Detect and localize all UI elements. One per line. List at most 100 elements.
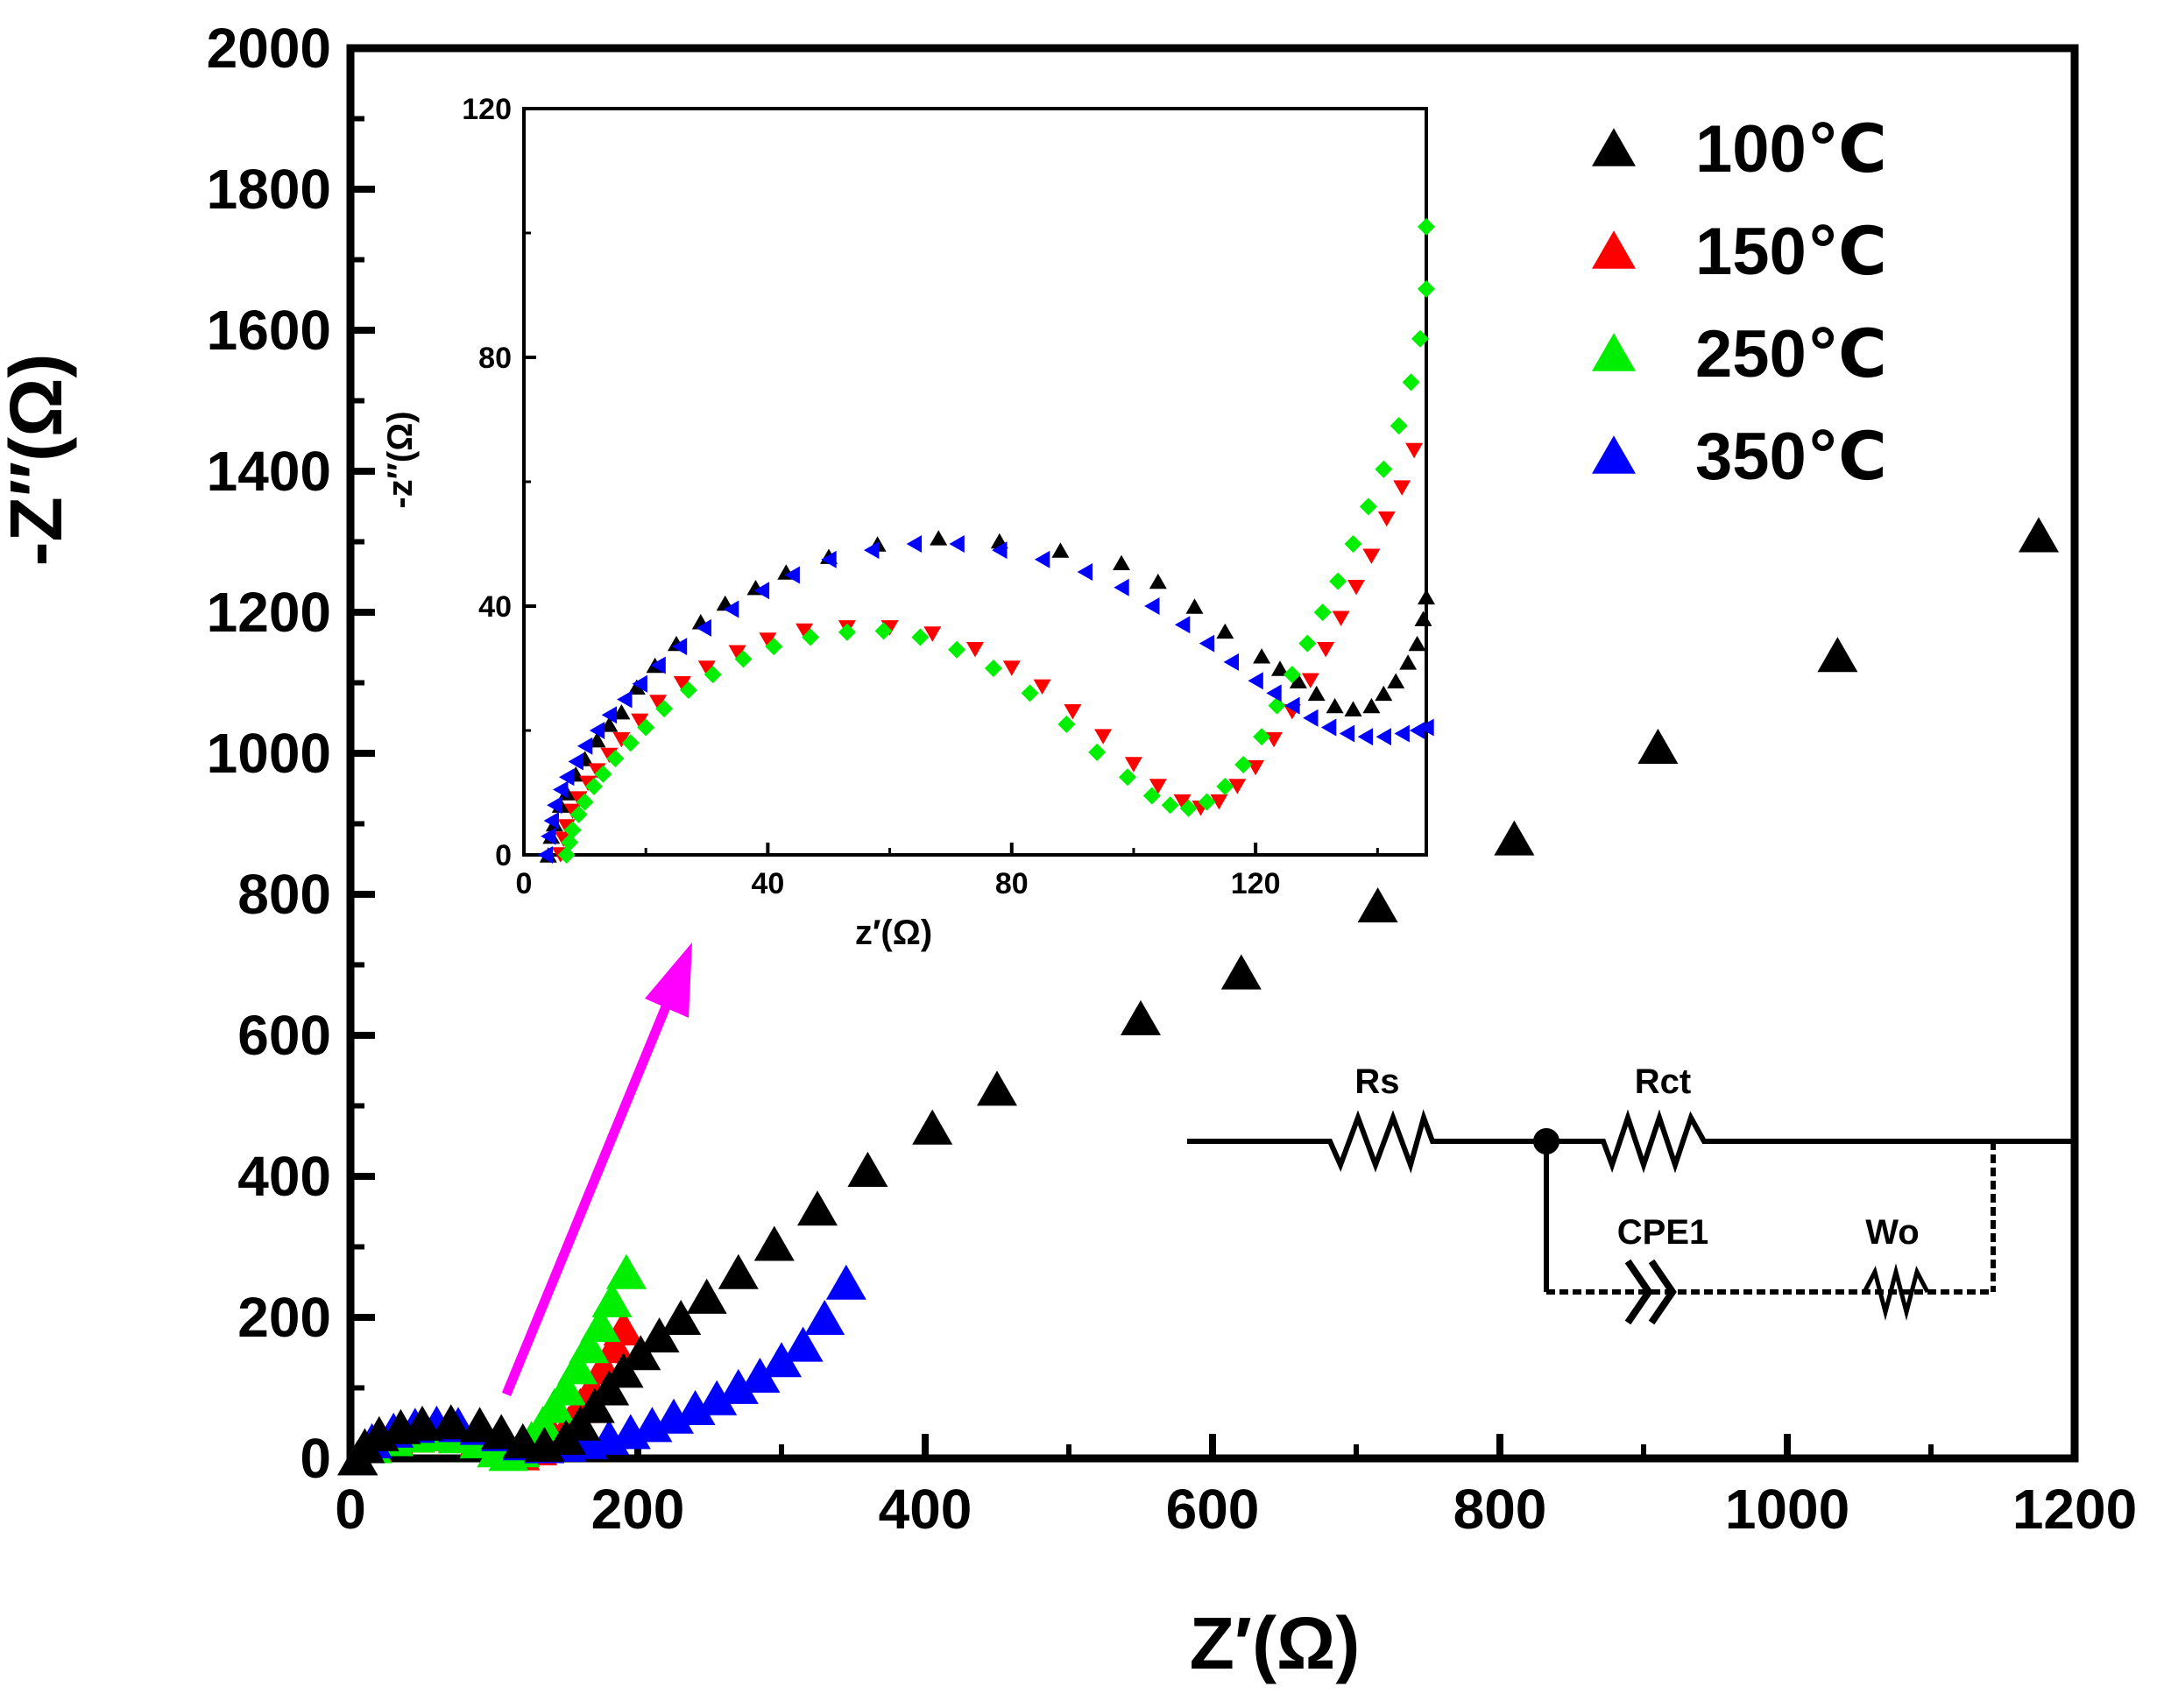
main-point xyxy=(481,1414,522,1450)
inset-x-axis: 0 40 80 120 xyxy=(516,843,1379,900)
inset-point xyxy=(1317,642,1335,658)
inset-point xyxy=(649,695,668,710)
main-point xyxy=(569,1328,610,1364)
inset-point xyxy=(1266,684,1282,702)
inset-point xyxy=(1113,554,1130,570)
main-point xyxy=(1220,954,1262,990)
zoom-arrow-head xyxy=(645,942,692,1018)
inset-point xyxy=(1402,373,1420,392)
inset-point xyxy=(650,656,666,674)
cpe1-symbol-a xyxy=(1624,1259,1653,1325)
inset-point xyxy=(838,623,856,641)
inset-point xyxy=(1411,329,1429,348)
inset-y-tick-label: 120 xyxy=(462,93,512,126)
inset-point xyxy=(911,628,930,646)
inset-point xyxy=(802,628,820,646)
inset-point xyxy=(541,827,556,845)
inset-point xyxy=(1253,728,1271,746)
inset-point xyxy=(1248,672,1263,690)
inset-point xyxy=(1418,279,1435,298)
inset-x-tick-label: 0 xyxy=(516,867,533,900)
main-point xyxy=(718,1368,759,1404)
inset-point xyxy=(1283,666,1301,684)
inset-point xyxy=(1344,701,1362,716)
inset-x-tick-label: 40 xyxy=(751,867,784,900)
legend-marker xyxy=(1592,333,1636,371)
inset-point xyxy=(992,541,1008,560)
main-point xyxy=(620,1335,661,1371)
main-y-tick-label: 400 xyxy=(237,1145,331,1208)
inset-point xyxy=(1033,679,1051,695)
inset-point xyxy=(1399,654,1418,670)
warburg-wo-symbol xyxy=(1862,1263,1930,1321)
main-x-tick-label: 600 xyxy=(1166,1478,1260,1541)
inset-point xyxy=(673,676,691,692)
inset-y-tick-label: 80 xyxy=(478,342,512,375)
main-y-tick-label: 800 xyxy=(237,863,331,926)
inset-point xyxy=(984,660,1002,677)
resistor-rs-symbol xyxy=(1317,1109,1546,1174)
inset-point xyxy=(1307,685,1326,702)
main-point xyxy=(557,1349,598,1385)
inset-point xyxy=(589,722,605,739)
main-point xyxy=(1494,820,1535,856)
inset-point xyxy=(1326,697,1344,714)
inset-x-axis-title: z′(Ω) xyxy=(855,914,932,952)
inset-point xyxy=(1057,715,1076,733)
main-point xyxy=(782,1326,824,1362)
inset-point xyxy=(569,805,588,823)
inset-point xyxy=(1329,572,1347,590)
main-point xyxy=(605,1253,647,1289)
inset-point xyxy=(1253,648,1271,664)
inset-point xyxy=(1077,563,1093,581)
circuit-label-rs: Rs xyxy=(1354,1062,1399,1101)
inset-point xyxy=(612,704,631,720)
main-point xyxy=(718,1253,759,1289)
inset-point xyxy=(1124,757,1142,773)
main-y-tick-label: 2000 xyxy=(207,17,331,80)
main-point xyxy=(1637,728,1679,764)
inset-point xyxy=(543,812,559,829)
inset-point xyxy=(1034,550,1050,568)
inset-point xyxy=(1408,635,1426,652)
inset-point xyxy=(1375,728,1391,746)
main-point xyxy=(977,1070,1017,1106)
main-x-tick-label: 1200 xyxy=(2012,1478,2137,1541)
inset-point xyxy=(537,846,554,864)
legend-label: 100℃ xyxy=(1695,112,1887,187)
inset-point xyxy=(576,737,593,755)
inset-point xyxy=(1387,673,1405,688)
main-point xyxy=(825,1264,866,1300)
inset-point xyxy=(547,796,562,815)
main-point xyxy=(580,1307,621,1343)
inset-y-tick-label: 0 xyxy=(495,839,512,872)
inset-point xyxy=(1119,768,1136,787)
inset-point xyxy=(1179,799,1198,817)
main-y-axis: 0 200 400 600 800 1000 1200 1400 1600 1800 2000 xyxy=(207,17,375,1490)
inset-point xyxy=(1359,498,1377,516)
inset-point xyxy=(874,622,893,640)
inset-point xyxy=(728,645,746,660)
main-point xyxy=(639,1317,680,1353)
inset-point xyxy=(559,768,575,787)
main-x-tick-label: 0 xyxy=(335,1478,366,1541)
main-x-tick-label: 400 xyxy=(879,1478,972,1541)
inset-y-axis-title: -z′′(Ω) xyxy=(381,411,420,508)
inset-point xyxy=(632,674,647,693)
legend-label: 350℃ xyxy=(1695,420,1887,494)
main-point xyxy=(661,1300,702,1335)
inset-point xyxy=(1185,598,1204,614)
main-point xyxy=(847,1151,888,1187)
inset-point xyxy=(1393,480,1411,496)
main-y-tick-label: 0 xyxy=(300,1427,331,1490)
inset-point xyxy=(1198,793,1216,811)
inset-point xyxy=(704,666,722,684)
inset-point xyxy=(1228,779,1247,794)
main-point xyxy=(912,1109,953,1145)
inset-point xyxy=(671,638,688,656)
inset-point xyxy=(1234,756,1253,773)
inset-point xyxy=(1357,728,1374,746)
inset-point xyxy=(557,846,576,864)
inset-point xyxy=(821,550,837,568)
